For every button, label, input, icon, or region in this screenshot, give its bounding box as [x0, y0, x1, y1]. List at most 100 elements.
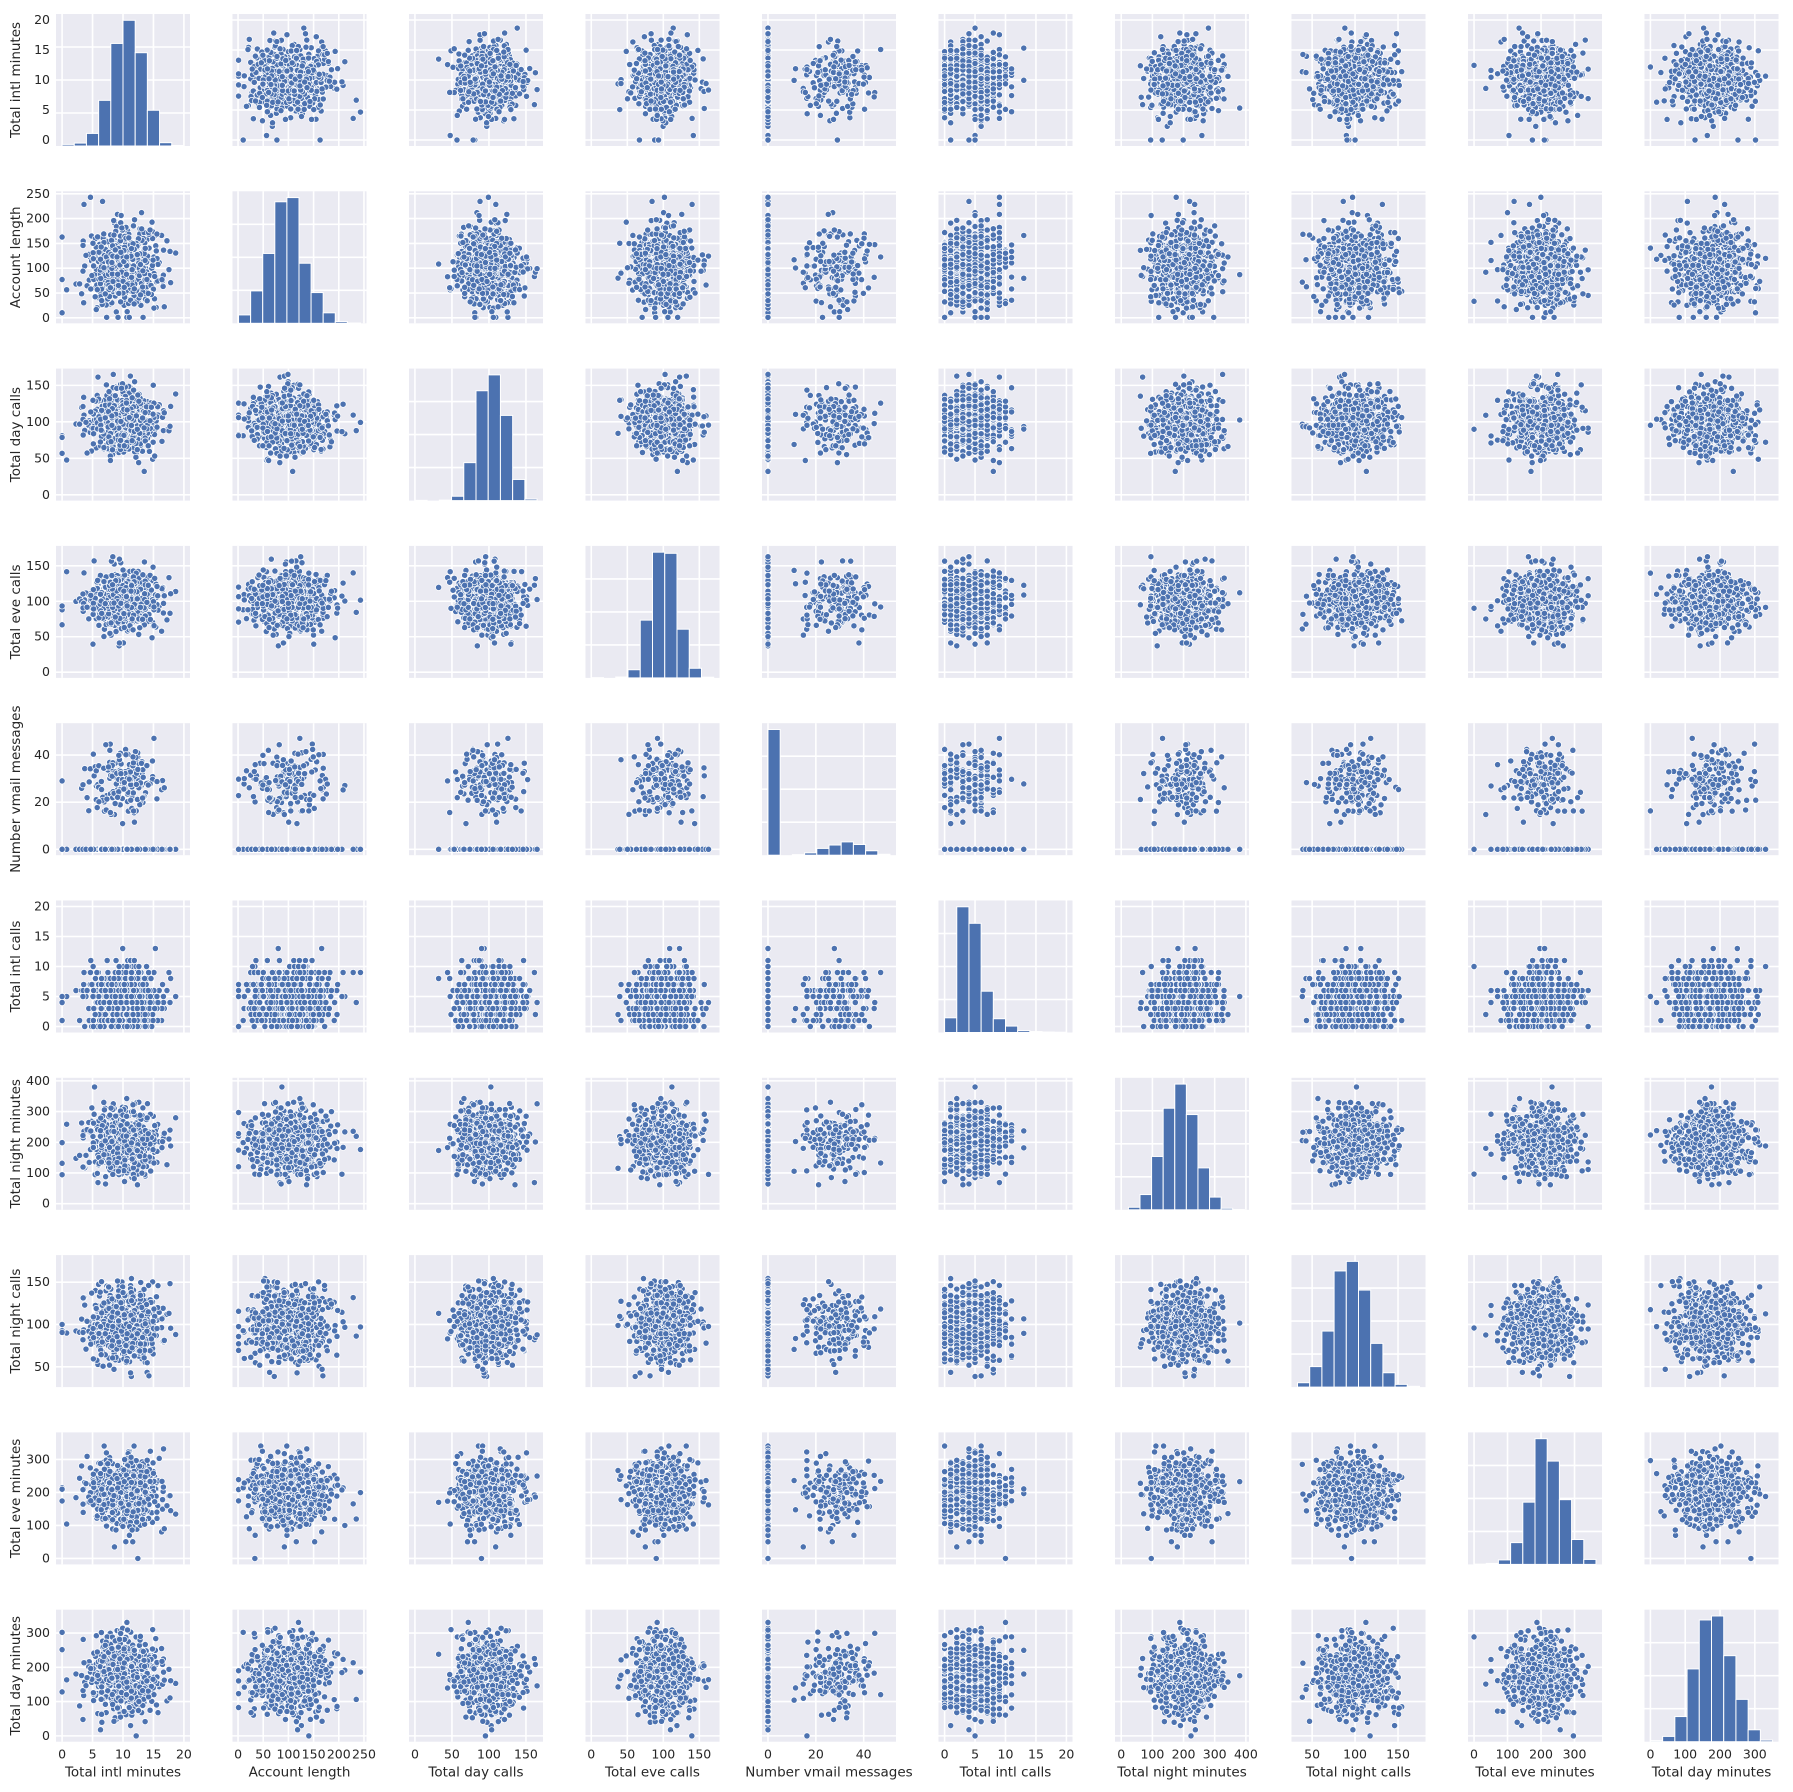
scatter-point — [269, 120, 275, 126]
scatter-point — [249, 66, 255, 72]
scatter-point — [311, 106, 317, 112]
scatter-point — [335, 66, 341, 72]
scatter-point — [308, 116, 314, 122]
scatter-point — [279, 82, 285, 88]
scatter-point — [275, 99, 281, 105]
histogram-bar — [74, 143, 86, 146]
scatter-point — [284, 68, 290, 74]
scatter-point — [299, 63, 305, 69]
scatter-point — [289, 42, 295, 48]
scatter-point — [305, 69, 311, 75]
scatter-point — [288, 106, 294, 112]
scatter-point — [274, 39, 280, 45]
scatter-point — [317, 102, 323, 108]
scatter-point — [252, 53, 258, 59]
scatter-point — [302, 31, 308, 37]
y-tick-label: 10 — [34, 72, 50, 87]
scatter-point — [278, 108, 284, 114]
y-tick-label: 20 — [34, 12, 50, 27]
scatter-point — [245, 46, 251, 52]
scatter-point — [304, 37, 310, 43]
scatter-point — [306, 55, 312, 61]
scatter-point — [298, 113, 304, 119]
scatter-point — [267, 37, 273, 43]
scatter-point — [320, 43, 326, 49]
scatter-point — [243, 103, 249, 109]
scatter-point — [326, 78, 332, 84]
scatter-point — [320, 96, 326, 102]
scatter-point — [279, 74, 285, 80]
histogram-bar — [160, 143, 172, 146]
histogram-bar — [147, 110, 159, 146]
scatter-point — [357, 109, 363, 115]
y-tick-label: 15 — [34, 42, 50, 57]
panel-0-0 — [56, 14, 190, 146]
scatter-point — [332, 48, 338, 54]
scatter-point — [277, 46, 283, 52]
scatter-point — [259, 94, 265, 100]
scatter-point — [294, 99, 300, 105]
scatter-point — [291, 88, 297, 94]
scatter-point — [240, 137, 246, 143]
y-axis-label: Total intl minutes — [8, 22, 24, 139]
scatter-point — [324, 50, 330, 56]
scatter-point — [295, 106, 301, 112]
scatter-point — [294, 47, 300, 53]
scatter-point — [266, 89, 272, 95]
scatter-point — [317, 137, 323, 143]
panel-0-2 — [409, 14, 543, 146]
scatter-point — [284, 32, 290, 38]
scatter-point — [313, 34, 319, 40]
histogram-bar — [86, 133, 98, 146]
scatter-point — [274, 53, 280, 59]
histogram-bar — [123, 20, 135, 146]
scatter-point — [316, 71, 322, 77]
scatter-point — [266, 58, 272, 64]
scatter-point — [303, 44, 309, 50]
histogram-bar — [111, 43, 123, 146]
scatter-point — [235, 93, 241, 99]
histogram-bar — [62, 144, 74, 146]
scatter-point — [250, 116, 256, 122]
scatter-point — [274, 137, 280, 143]
scatter-point — [289, 60, 295, 66]
scatter-point — [258, 60, 264, 66]
scatter-point — [235, 82, 241, 88]
scatter-point — [246, 36, 252, 42]
scatter-point — [334, 86, 340, 92]
scatter-point — [325, 59, 331, 65]
scatter-point — [263, 132, 269, 138]
scatter-point — [531, 102, 537, 108]
histogram-bar — [99, 100, 111, 146]
scatter-point — [297, 73, 303, 79]
scatter-point — [268, 81, 274, 87]
scatter-point — [235, 57, 241, 63]
scatter-point — [266, 76, 272, 82]
y-tick-label: 0 — [42, 132, 50, 147]
scatter-point — [302, 79, 308, 85]
histogram-bar — [135, 53, 147, 146]
scatter-point — [260, 81, 266, 87]
scatter-point — [256, 104, 262, 110]
scatter-point — [286, 96, 292, 102]
scatter-point — [235, 71, 241, 77]
scatter-point — [350, 115, 356, 121]
scatter-point — [307, 98, 313, 104]
histogram-bar — [172, 145, 184, 146]
scatter-point — [260, 52, 266, 58]
panel-0-1 — [233, 14, 367, 146]
scatter-point — [264, 109, 270, 115]
y-tick-label: 5 — [42, 102, 50, 117]
scatter-point — [301, 106, 307, 112]
scatter-point — [319, 86, 325, 92]
scatter-point — [328, 67, 334, 73]
scatter-point — [339, 79, 345, 85]
scatter-point — [353, 97, 359, 103]
scatter-point — [259, 118, 265, 124]
scatter-point — [252, 98, 258, 104]
scatter-point — [282, 116, 288, 122]
scatter-point — [264, 102, 270, 108]
scatter-point — [241, 73, 247, 79]
scatter-point — [264, 66, 270, 72]
